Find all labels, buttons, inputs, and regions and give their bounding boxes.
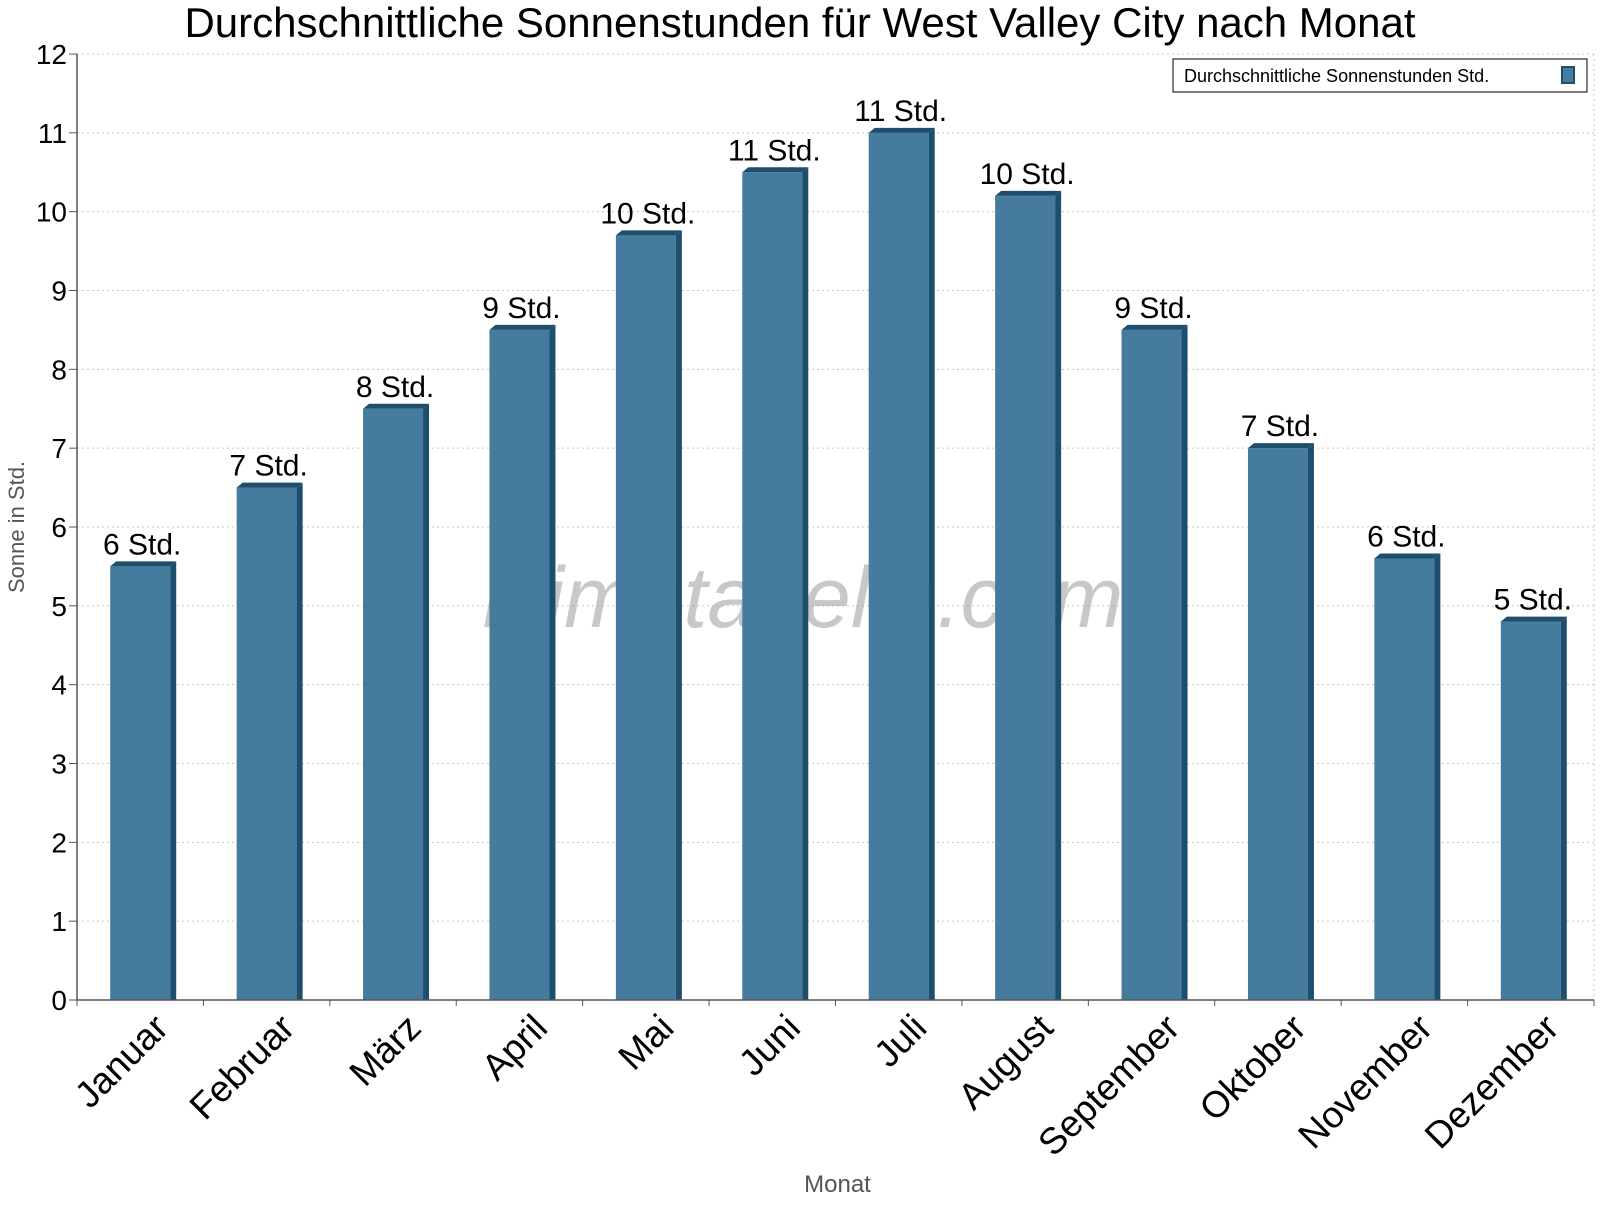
bar-front bbox=[363, 408, 424, 1000]
data-label: 5 Std. bbox=[1494, 584, 1572, 617]
bar-front bbox=[615, 235, 676, 1001]
bar bbox=[1500, 616, 1567, 1000]
bar-front bbox=[742, 172, 803, 1000]
y-tick-label: 2 bbox=[51, 827, 67, 858]
bar-side bbox=[928, 127, 935, 1001]
x-tick-label: November bbox=[1290, 1007, 1440, 1157]
legend-label: Durchschnittliche Sonnenstunden Std. bbox=[1184, 66, 1489, 86]
bar-top bbox=[110, 561, 177, 567]
data-label: 6 Std. bbox=[1367, 521, 1445, 554]
bar-side bbox=[1434, 553, 1441, 1000]
bar-side bbox=[549, 324, 556, 1001]
bar bbox=[868, 127, 935, 1001]
axes bbox=[69, 53, 1595, 1006]
bar-top bbox=[489, 324, 556, 330]
x-tick-label: März bbox=[342, 1007, 429, 1094]
data-label: 11 Std. bbox=[854, 95, 947, 128]
chart-title: Durchschnittliche Sonnenstunden für West… bbox=[184, 0, 1415, 46]
y-tick-label: 12 bbox=[36, 39, 67, 70]
bar-front bbox=[1247, 448, 1308, 1001]
bar-side bbox=[802, 167, 809, 1000]
data-label: 10 Std. bbox=[980, 158, 1075, 191]
x-axis-title: Monat bbox=[804, 1171, 871, 1198]
bar-top bbox=[363, 403, 430, 409]
bar-front bbox=[1500, 621, 1561, 1000]
data-label: 10 Std. bbox=[600, 197, 695, 230]
bar-top bbox=[868, 127, 935, 133]
y-axis-title: Sonne in Std. bbox=[4, 461, 29, 593]
bar-side bbox=[1560, 616, 1567, 1000]
data-label: 11 Std. bbox=[728, 134, 821, 167]
bar-front bbox=[1374, 558, 1435, 1000]
bar-top bbox=[1374, 553, 1441, 559]
y-tick-label: 3 bbox=[51, 749, 67, 780]
x-tick-label: Juli bbox=[866, 1007, 934, 1075]
bar-side bbox=[1181, 324, 1188, 1001]
x-tick-label: Februar bbox=[182, 1007, 303, 1128]
y-tick-label: 0 bbox=[51, 985, 67, 1016]
bar-side bbox=[1307, 443, 1314, 1001]
data-label: 9 Std. bbox=[1114, 292, 1192, 325]
y-tick-label: 8 bbox=[51, 354, 67, 385]
data-label: 6 Std. bbox=[103, 528, 181, 561]
data-label: 9 Std. bbox=[482, 292, 560, 325]
bar-front bbox=[110, 566, 171, 1000]
bar bbox=[1374, 553, 1441, 1000]
x-tick-label: Oktober bbox=[1192, 1007, 1314, 1129]
data-labels: 6 Std. 7 Std. 8 Std. 9 Std. 10 Std. 11 Std. 11… bbox=[103, 95, 1572, 617]
bar-top bbox=[742, 167, 809, 173]
x-tick-label: Januar bbox=[67, 1007, 176, 1116]
data-label: 7 Std. bbox=[1241, 410, 1319, 443]
bar bbox=[995, 190, 1062, 1000]
bar-front bbox=[489, 329, 550, 1001]
bar-side bbox=[296, 482, 303, 1000]
bars bbox=[110, 127, 1567, 1001]
data-label: 7 Std. bbox=[229, 450, 307, 483]
bar bbox=[236, 482, 303, 1000]
bar-side bbox=[1055, 190, 1062, 1000]
bar-top bbox=[1121, 324, 1188, 330]
bar bbox=[615, 230, 682, 1001]
bar bbox=[1121, 324, 1188, 1001]
x-tick-label: Mai bbox=[610, 1007, 681, 1078]
x-tick-label: Juni bbox=[731, 1007, 808, 1084]
bar-front bbox=[1121, 329, 1182, 1001]
legend-box bbox=[1172, 58, 1588, 93]
bar bbox=[742, 167, 809, 1000]
bar-front bbox=[995, 195, 1056, 1000]
bar bbox=[110, 561, 177, 1000]
bar-front bbox=[236, 487, 297, 1000]
bar bbox=[363, 403, 430, 1000]
bar-top bbox=[1500, 616, 1567, 622]
bar bbox=[1247, 443, 1314, 1001]
bar-side bbox=[423, 403, 430, 1000]
legend: Durchschnittliche Sonnenstunden Std. bbox=[1172, 58, 1588, 93]
y-tick-label: 6 bbox=[51, 512, 67, 543]
y-tick-label: 5 bbox=[51, 591, 67, 622]
bar bbox=[489, 324, 556, 1001]
y-tick-label: 10 bbox=[36, 197, 67, 228]
y-tick-label: 7 bbox=[51, 433, 67, 464]
legend-swatch bbox=[1561, 66, 1575, 84]
bar-top bbox=[615, 230, 682, 236]
bar-side bbox=[675, 230, 682, 1001]
bar-top bbox=[236, 482, 303, 488]
bar-top bbox=[1247, 443, 1314, 449]
bar-top bbox=[995, 190, 1062, 196]
x-tick-label: August bbox=[950, 1006, 1061, 1117]
bar-front bbox=[868, 132, 929, 1001]
y-tick-label: 9 bbox=[51, 276, 67, 307]
bar-side bbox=[170, 561, 177, 1000]
y-tick-label: 4 bbox=[51, 670, 67, 701]
x-tick-label: April bbox=[474, 1007, 555, 1088]
y-tick-label: 1 bbox=[51, 906, 67, 937]
data-label: 8 Std. bbox=[356, 371, 434, 404]
y-tick-label: 11 bbox=[38, 118, 67, 149]
x-tick-label: Dezember bbox=[1417, 1007, 1567, 1157]
